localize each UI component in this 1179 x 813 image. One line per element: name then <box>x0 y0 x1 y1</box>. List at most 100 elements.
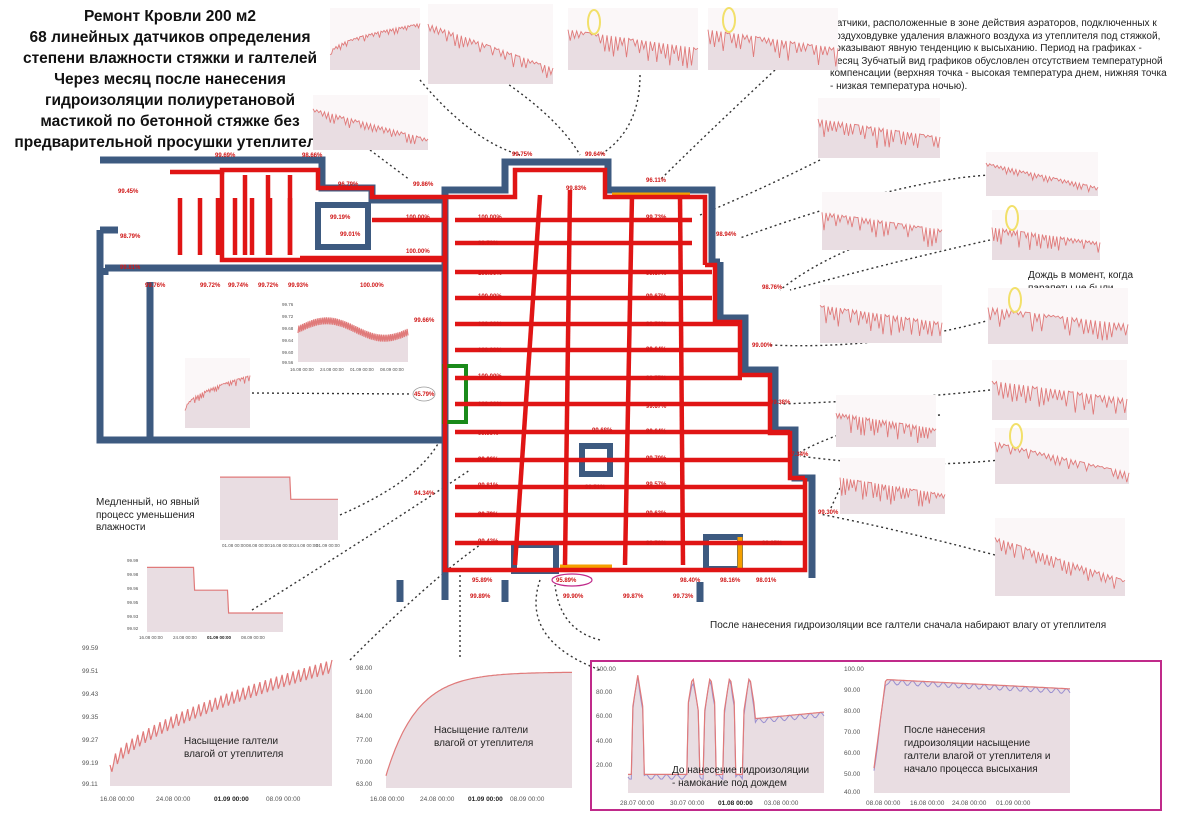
x-tick: 24.08 00:00 <box>320 367 344 372</box>
chart-line <box>628 675 825 775</box>
sensor-reading: 99.96% <box>478 457 499 463</box>
mini-chart-left-top: 99.76 99.72 99.68 99.64 99.60 99.56 16.0… <box>282 302 409 372</box>
room-outline <box>315 202 371 250</box>
page-title: Ремонт Кровли 200 м2 68 линейных датчико… <box>0 6 340 153</box>
y-tick: 99.60 <box>282 350 294 355</box>
y-tick: 20.00 <box>596 762 613 769</box>
x-tick: 24.08 00:00 <box>952 800 987 807</box>
aerators-note: Датчики, расположенные в зоне действия а… <box>830 18 1167 92</box>
sensor-reading: 98.40% <box>680 578 701 584</box>
sensor-line <box>445 167 708 265</box>
sensor-reading: 100.00% <box>406 215 430 221</box>
sensor-reading: 99.68% <box>592 428 613 434</box>
fillets-note: После нанесения гидроизоляции все галтел… <box>710 620 1107 631</box>
sensor-reading: 99.99% <box>478 431 499 437</box>
sensor-reading: 99.64% <box>646 347 667 353</box>
sensor-reading: 99.51% <box>585 485 606 491</box>
x-tick: 16.08 00:00 <box>290 367 314 372</box>
x-tick: 01.09 00:00 <box>214 796 249 803</box>
sensor-reading: 99.45% <box>118 189 139 195</box>
sensor-reading: 100.00% <box>478 402 502 408</box>
chart-caption: После нанесения <box>904 725 985 736</box>
y-tick: 99.68 <box>282 326 294 331</box>
y-tick: 100.00 <box>844 666 864 673</box>
y-tick: 70.00 <box>844 729 861 736</box>
chart-area <box>330 23 420 70</box>
title-line: Ремонт Кровли 200 м2 <box>83 8 256 25</box>
sensor-reading: 99.72% <box>200 283 221 289</box>
y-tick: 99.76 <box>282 302 294 307</box>
y-tick: 60.00 <box>596 713 613 720</box>
connector-line <box>739 174 991 239</box>
x-tick: 01.08 00:00 <box>222 543 246 548</box>
sensor-line <box>442 197 808 573</box>
fillet-chart-a: 99.59 99.51 99.43 99.35 99.27 99.19 99.1… <box>82 645 333 803</box>
sensor-reading: 99.72% <box>646 322 667 328</box>
x-tick: 01.09 00:00 <box>350 367 374 372</box>
y-tick: 99.64 <box>282 338 294 343</box>
connector-line <box>599 74 641 156</box>
highlight-ring <box>1008 287 1022 313</box>
y-tick: 90.00 <box>844 687 861 694</box>
wall-segment <box>716 262 816 578</box>
sensor-line <box>705 262 805 481</box>
sensor-reading: 45.79% <box>414 392 435 398</box>
highlight-ring <box>1009 423 1023 449</box>
sensor-reading: 99.73% <box>646 215 667 221</box>
chart-area <box>992 381 1127 420</box>
sensor-reading: 99.25% <box>762 541 783 547</box>
chart-line <box>835 412 937 444</box>
title-line: мастикой по бетонной стяжке без <box>40 113 300 130</box>
chart-area <box>995 442 1129 484</box>
highlight-ring <box>587 9 601 35</box>
sensor-reading: 99.75% <box>512 152 533 158</box>
x-tick: 08.08 00:00 <box>866 800 901 807</box>
y-tick: 99.98 <box>127 572 139 577</box>
chart-area <box>874 679 1070 793</box>
sensor-reading: 99.67% <box>646 271 667 277</box>
title-line: предварительной просушки утеплителя <box>14 134 326 151</box>
chart-line <box>985 162 1099 194</box>
chart-line <box>427 23 554 78</box>
sensor-reading: 100.00% <box>478 374 502 380</box>
chart-area <box>568 29 698 70</box>
sensor-reading: 99.42% <box>478 539 499 545</box>
chart-area <box>820 305 942 343</box>
x-tick: 03.08 00:00 <box>764 800 799 807</box>
y-tick: 63.00 <box>356 781 373 788</box>
x-tick: 24.08 00:00 <box>173 635 197 640</box>
sensor-reading: 99.89% <box>470 594 491 600</box>
chart-area <box>147 567 283 632</box>
sensor-reading: 100.00% <box>478 271 502 277</box>
reading-ring <box>412 386 436 402</box>
wall-segment <box>100 156 449 272</box>
sensor-reading: 99.75% <box>646 376 667 382</box>
chart-line <box>819 304 943 337</box>
title-line: 68 линейных датчиков определения <box>29 29 311 46</box>
x-tick: 08.09 00:00 <box>510 796 545 803</box>
sensor-reading: 99.90% <box>563 594 584 600</box>
sensor-reading: 99.57% <box>646 482 667 488</box>
x-tick: 28.07 00:00 <box>620 800 655 807</box>
title-line: Через месяц после нанесения <box>54 71 286 88</box>
sensor-line <box>562 189 573 566</box>
sensor-reading: 99.69% <box>215 153 236 159</box>
x-tick: 16.08 00:00 <box>370 796 405 803</box>
sensor-reading: 99.01% <box>340 232 361 238</box>
chart-caption: галтели влагой от утеплителя и <box>904 751 1050 762</box>
rain-chart: 100.00 80.00 60.00 40.00 20.00 28.07 00:… <box>596 666 825 807</box>
sensor-reading: 99.70% <box>646 456 667 462</box>
chart-caption: начало процесса высыхания <box>904 764 1038 775</box>
chart-area <box>298 317 408 362</box>
sensor-reading: 98.66% <box>302 153 323 159</box>
chart-area <box>313 108 428 150</box>
sensor-reading: 95.89% <box>556 578 577 584</box>
chart-area <box>988 307 1128 344</box>
chart-area <box>220 477 338 540</box>
sensor-reading: 100.00% <box>478 215 502 221</box>
connector-line <box>819 513 996 556</box>
mini-chart-slow-1: 01.08 00:00 08.08 00:00 16.08 00:00 24.0… <box>220 476 340 548</box>
chart-caption: До нанесение гидроизоляции <box>672 765 809 776</box>
mini-chart-slow-2: 99.99 99.98 99.96 99.95 99.93 99.92 16.0… <box>127 558 283 640</box>
